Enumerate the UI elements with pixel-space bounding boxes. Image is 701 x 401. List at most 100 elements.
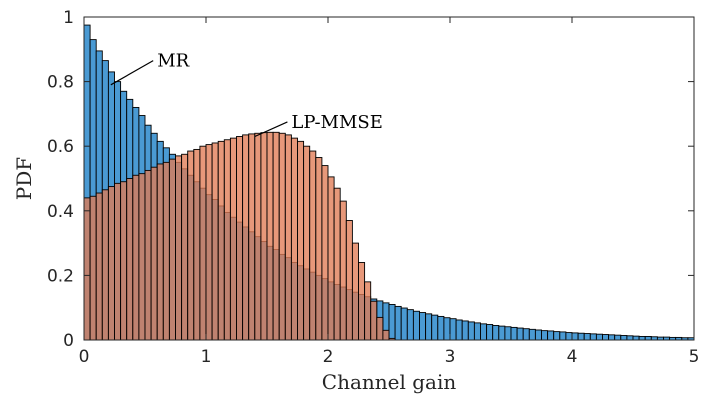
bar-mr — [486, 324, 494, 341]
y-tick-label: 1 — [63, 8, 74, 28]
bar-lp-mmse — [248, 133, 256, 341]
bar-lp-mmse — [297, 140, 305, 341]
y-tick-label: 0.8 — [47, 73, 74, 93]
bar-lp-mmse — [199, 145, 207, 341]
bar-mr — [626, 335, 634, 341]
y-tick-label: 0.2 — [47, 266, 74, 286]
bar-lp-mmse — [303, 145, 311, 341]
bar-lp-mmse — [358, 262, 366, 341]
annotations: MR LP-MMSE — [110, 51, 383, 138]
bar-lp-mmse — [272, 131, 280, 341]
bar-lp-mmse — [193, 148, 201, 341]
axes-frame — [83, 16, 695, 341]
bar-lp-mmse — [321, 165, 329, 341]
bar-mr — [498, 325, 506, 341]
bar-mr — [632, 335, 640, 341]
bar-mr — [638, 335, 646, 341]
bar-lp-mmse — [181, 153, 189, 341]
bar-lp-mmse — [114, 182, 122, 341]
y-tick-label: 0.6 — [47, 137, 74, 157]
bar-lp-mmse — [120, 181, 128, 341]
bar-lp-mmse — [351, 242, 359, 341]
bar-lp-mmse — [126, 178, 134, 341]
x-tick-label: 5 — [689, 347, 700, 367]
bar-lp-mmse — [187, 150, 195, 341]
annotation-label: MR — [157, 51, 189, 72]
bar-lp-mmse — [364, 281, 372, 341]
bar-lp-mmse — [168, 158, 176, 341]
bar-mr — [528, 328, 536, 341]
bar-lp-mmse — [107, 186, 115, 341]
bar-mr — [608, 334, 616, 341]
bar-mr — [614, 334, 622, 341]
bar-lp-mmse — [254, 132, 262, 341]
bar-mr — [419, 312, 427, 341]
bar-mr — [394, 305, 402, 341]
bar-mr — [553, 331, 561, 341]
bar-mr — [431, 314, 439, 341]
bar-lp-mmse — [345, 220, 353, 341]
bar-lp-mmse — [290, 137, 298, 341]
bar-mr — [467, 321, 475, 341]
x-tick-label: 1 — [201, 347, 212, 367]
bar-lp-mmse — [162, 161, 170, 341]
bar-mr — [571, 332, 579, 341]
bar-lp-mmse — [327, 176, 335, 341]
annotation-label: LP-MMSE — [291, 112, 383, 133]
bar-lp-mmse — [156, 163, 164, 341]
bar-lp-mmse — [260, 132, 268, 341]
bar-mr — [437, 315, 445, 341]
bar-lp-mmse — [266, 131, 274, 341]
bar-lp-mmse — [101, 189, 109, 341]
bar-mr — [480, 323, 488, 341]
annotation-leader-line — [110, 60, 154, 86]
bar-mr — [620, 335, 628, 341]
bar-lp-mmse — [376, 316, 384, 341]
bar-mr — [565, 332, 573, 341]
bar-lp-mmse — [138, 173, 146, 341]
bar-mr — [522, 328, 530, 341]
x-axis-label: Channel gain — [322, 370, 457, 394]
bar-lp-mmse — [83, 197, 91, 341]
x-tick-label: 4 — [567, 347, 578, 367]
bar-mr — [534, 329, 542, 341]
bar-mr — [602, 334, 610, 341]
bar-lp-mmse — [382, 329, 390, 341]
bar-mr — [412, 310, 420, 341]
bar-lp-mmse — [205, 144, 213, 341]
bar-mr — [443, 317, 451, 341]
x-tick-label: 3 — [445, 347, 456, 367]
bar-mr — [400, 307, 408, 341]
bar-mr — [504, 326, 512, 341]
bar-mr — [388, 304, 396, 341]
bar-mr — [595, 333, 603, 341]
bar-lp-mmse — [211, 142, 219, 341]
bar-lp-mmse — [339, 200, 347, 341]
bar-lp-mmse — [242, 134, 250, 341]
bar-mr — [516, 327, 524, 341]
x-tick-label: 0 — [79, 347, 90, 367]
bar-lp-mmse — [223, 139, 231, 341]
bar-mr — [510, 326, 518, 341]
bar-mr — [455, 319, 463, 341]
bar-lp-mmse — [144, 169, 152, 341]
bar-lp-mmse — [236, 136, 244, 341]
bar-mr — [559, 331, 567, 341]
bar-mr — [461, 320, 469, 341]
bar-mr — [583, 333, 591, 341]
bar-mr — [425, 313, 433, 341]
bar-lp-mmse — [95, 192, 103, 341]
x-tick-label: 2 — [323, 347, 334, 367]
y-tick-label: 0.4 — [47, 202, 74, 222]
annotation-leader-line — [254, 121, 288, 138]
bar-lp-mmse — [229, 137, 237, 341]
axis-ticks: 0 1 2 3 4 5 0 0.2 0.4 0.6 0.8 1 — [47, 8, 699, 367]
bar-mr — [406, 309, 414, 341]
bar-mr — [492, 325, 500, 341]
bar-lp-mmse — [278, 132, 286, 341]
bar-lp-mmse — [284, 134, 292, 341]
y-tick-label: 0 — [63, 331, 74, 351]
bar-mr — [644, 335, 652, 341]
bar-lp-mmse — [370, 300, 378, 341]
bar-lp-mmse — [89, 195, 97, 341]
